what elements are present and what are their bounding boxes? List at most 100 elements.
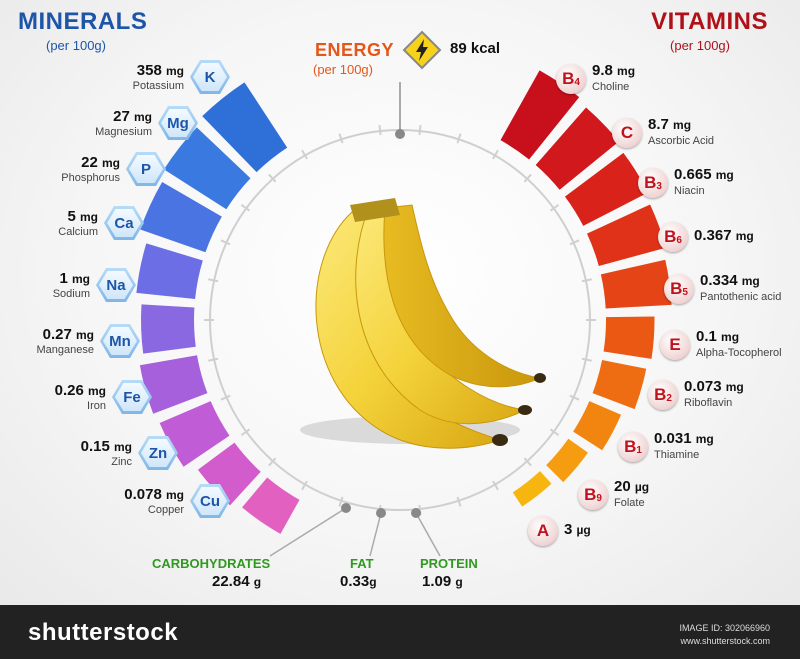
protein-pointer-dot: [411, 508, 421, 518]
mineral-symbol-badge: Ca: [104, 206, 144, 240]
vitamin-letter: B: [562, 69, 575, 88]
vitamin-bar-b5: [600, 259, 672, 309]
vitamin-subscript: 9: [596, 492, 602, 504]
vitamin-amount: 0.665: [674, 166, 716, 183]
protein-value: 1.09 g: [422, 573, 463, 590]
mineral-value: 0.26 mg: [0, 382, 106, 399]
vitamin-unit: mg: [617, 64, 636, 78]
mineral-value: 27 mg: [12, 108, 152, 125]
vitamin-subscript: 5: [682, 286, 688, 298]
vitamin-unit: µg: [634, 480, 650, 494]
fat-pointer-dot: [376, 508, 386, 518]
mineral-symbol: Ca: [107, 209, 141, 237]
vitamin-name: Riboflavin: [684, 397, 733, 409]
mineral-symbol: K: [193, 63, 227, 91]
mineral-value: 0.27 mg: [0, 326, 94, 343]
vitamin-bars: [500, 70, 672, 507]
vitamin-subscript: 2: [666, 392, 672, 404]
vitamin-bar-b1: [573, 401, 622, 451]
dial-tick: [456, 496, 462, 507]
image-id: IMAGE ID: 302066960: [679, 623, 770, 633]
carbohydrates-value: 22.84 g: [212, 573, 262, 590]
infographic-canvas: MINERALS (per 100g) VITAMINS (per 100g) …: [0, 0, 800, 605]
dial-tick: [268, 457, 277, 467]
mineral-amount: 358: [136, 62, 166, 79]
dial-tick: [220, 239, 231, 246]
vitamin-bar-a: [512, 471, 552, 507]
vitamin-value: 20 µg: [614, 478, 649, 495]
vitamin-subscript: 3: [656, 180, 662, 192]
energy-subtitle: (per 100g): [313, 62, 373, 77]
mineral-name: Potassium: [132, 80, 184, 92]
vitamin-amount: 8.7: [648, 116, 674, 133]
dial-tick: [240, 428, 251, 437]
vitamin-badge: E: [660, 330, 690, 360]
mineral-amount: 1: [59, 270, 72, 287]
mineral-symbol: Zn: [141, 439, 175, 467]
vitamin-name: Alpha-Tocopherol: [696, 347, 782, 359]
mineral-unit: mg: [88, 384, 106, 398]
vitamin-amount: 20: [614, 478, 635, 495]
mineral-name: Magnesium: [95, 126, 152, 138]
shutterstock-logo: shutterstock: [28, 619, 179, 646]
mineral-symbol: P: [129, 155, 163, 183]
mineral-bars: [136, 82, 300, 534]
mineral-symbol-badge: P: [126, 152, 166, 186]
dial-tick: [456, 133, 462, 144]
mineral-amount: 27: [113, 108, 134, 125]
vitamin-bar-b4: [500, 70, 580, 160]
fat-value: 0.33g: [340, 573, 377, 590]
vitamin-unit: mg: [725, 380, 744, 394]
vitamin-name: Choline: [592, 81, 630, 93]
dial-ticks: [204, 124, 596, 516]
mineral-symbol: Mn: [103, 327, 137, 355]
vitamin-subscript: 1: [636, 444, 642, 456]
vitamin-letter: B: [654, 385, 667, 404]
vitamin-name: Folate: [614, 497, 645, 509]
mineral-unit: mg: [134, 110, 152, 124]
mineral-symbol-badge: K: [190, 60, 230, 94]
dial-tick: [208, 357, 219, 362]
vitamin-badge: C: [612, 118, 642, 148]
dial-tick: [581, 357, 592, 362]
image-id-info: IMAGE ID: 302066960 www.shutterstock.com: [679, 622, 770, 648]
vitamin-bar-b6: [587, 204, 666, 266]
protein-label: PROTEIN: [420, 556, 478, 571]
mineral-symbol: Mg: [161, 109, 195, 137]
vitamin-unit: µg: [576, 523, 591, 537]
vitamin-subscript: 4: [574, 76, 580, 88]
vitamins-title: VITAMINS: [651, 8, 768, 35]
vitamin-value: 0.073 mg: [684, 378, 744, 395]
energy-title: ENERGY: [315, 40, 395, 60]
energy-pointer-dot: [395, 129, 405, 139]
dial-tick: [240, 203, 251, 212]
dial-tick: [301, 480, 308, 491]
dial-tick: [581, 278, 592, 283]
vitamin-letter: B: [644, 173, 657, 192]
mineral-unit: mg: [114, 440, 132, 454]
mineral-amount: 22: [81, 154, 102, 171]
mineral-bar-mn: [139, 355, 208, 414]
vitamin-name: Niacin: [674, 185, 705, 197]
dial-tick: [301, 149, 308, 160]
vitamin-unit: mg: [695, 432, 714, 446]
dial-tick: [523, 457, 532, 467]
mineral-symbol: Na: [99, 271, 133, 299]
vitamin-amount: 0.031: [654, 430, 696, 447]
vitamin-name: Pantothenic acid: [700, 291, 782, 303]
mineral-symbol: Cu: [193, 487, 227, 515]
dial-tick: [492, 480, 499, 491]
vitamin-unit: mg: [715, 168, 734, 182]
mineral-amount: 0.078: [124, 486, 166, 503]
mineral-unit: mg: [72, 272, 90, 286]
mineral-bar-ca: [136, 243, 203, 299]
vitamin-value: 0.367 mg: [694, 227, 754, 244]
vitamin-value: 9.8 mg: [592, 62, 635, 79]
carbohydrates-label: CARBOHYDRATES: [152, 556, 271, 571]
mineral-value: 22 mg: [0, 154, 120, 171]
